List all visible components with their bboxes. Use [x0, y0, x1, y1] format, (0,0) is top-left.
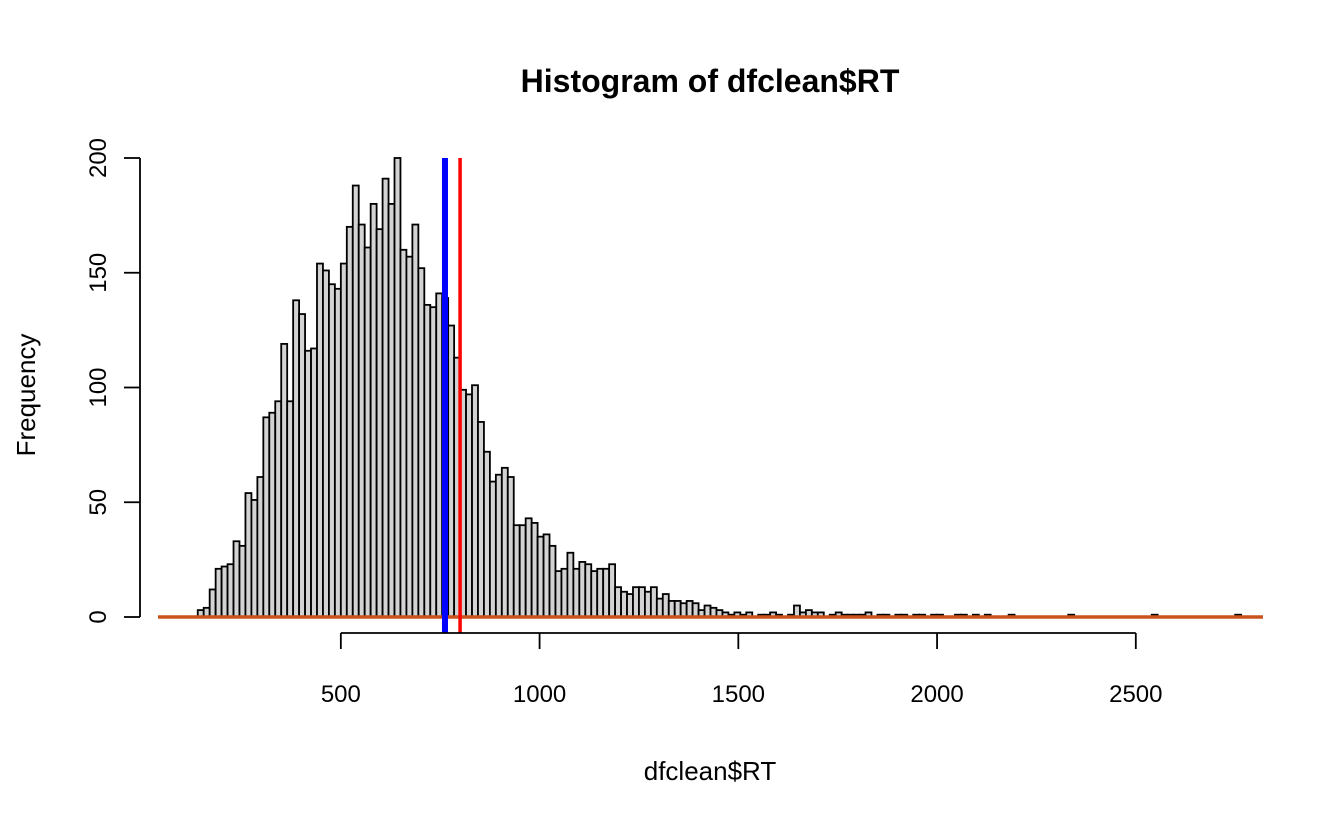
y-tick-label: 50 [85, 489, 112, 516]
histogram-bars [196, 157, 1243, 618]
reference-lines [158, 158, 1263, 633]
x-tick-label: 2500 [1109, 681, 1162, 708]
x-axis: 500 1000 1500 2000 2500 [321, 632, 1163, 708]
x-tick-label: 500 [321, 681, 361, 708]
y-tick-label: 200 [85, 138, 112, 178]
x-tick-label: 1000 [513, 681, 566, 708]
x-tick-label: 2000 [910, 681, 963, 708]
y-tick-label: 100 [85, 367, 112, 407]
y-tick-label: 0 [85, 610, 112, 623]
x-tick-label: 1500 [712, 681, 765, 708]
y-tick-label: 150 [85, 253, 112, 293]
y-axis: 0 50 100 150 200 [85, 138, 141, 624]
chart-title: Histogram of dfclean$RT [521, 63, 900, 99]
y-axis-label: Frequency [11, 334, 41, 457]
x-axis-label: dfclean$RT [644, 756, 777, 786]
